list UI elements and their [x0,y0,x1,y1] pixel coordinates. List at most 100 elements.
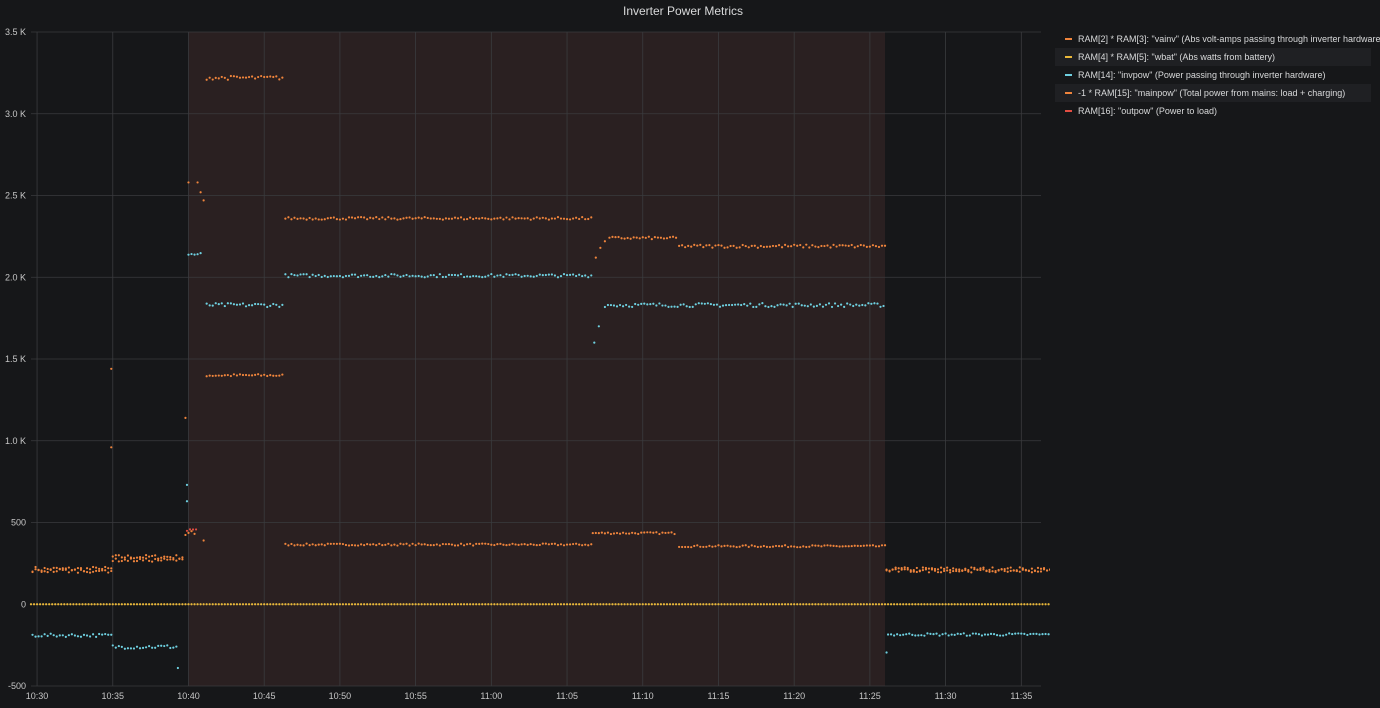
data-point [1011,603,1014,606]
data-point [762,245,765,249]
data-point [765,603,769,606]
data-point [841,603,844,606]
data-point [971,603,974,606]
data-point [805,243,808,246]
data-point [194,528,198,531]
data-point [796,546,799,549]
data-point [809,303,812,306]
data-point [820,244,823,248]
data-point [148,559,151,562]
data-point [481,603,484,606]
y-tick-label: 1.5 K [5,354,26,364]
data-point [82,633,86,636]
data-point [266,603,269,606]
data-point [702,603,705,606]
data-point [599,246,602,249]
data-point [104,632,107,636]
data-point [726,603,729,606]
data-point [1045,569,1049,572]
data-point [853,246,856,249]
data-point [818,303,822,306]
data-point [202,199,205,202]
data-point [453,603,457,606]
legend-item-vainv[interactable]: RAM[2] * RAM[3]: "vainv" (Abs volt-amps … [1055,30,1380,48]
data-point [714,244,717,247]
data-point [684,603,687,606]
data-point [55,635,58,638]
data-point [623,237,626,240]
data-point [903,566,906,569]
data-point [976,568,979,571]
data-point [1047,603,1050,606]
data-point [938,603,941,606]
data-point [34,568,37,571]
data-point [423,543,426,546]
legend-item-invpow[interactable]: RAM[14]: "invpow" (Power passing through… [1055,66,1371,84]
data-point [217,374,220,377]
data-point [794,302,797,305]
data-point [641,603,644,606]
data-point [196,181,199,184]
data-point [653,603,656,606]
data-point [484,542,487,545]
data-point [1008,603,1011,606]
data-point [1032,603,1035,606]
data-point [43,633,46,636]
data-point [706,302,709,305]
legend-item-mainpow[interactable]: -1 * RAM[15]: "mainpow" (Total power fro… [1055,84,1371,102]
data-point [211,603,214,606]
data-point [641,236,644,239]
data-point [226,78,229,81]
data-point [435,543,438,546]
data-point [235,603,239,606]
data-point [780,246,784,249]
data-point [615,305,619,308]
data-point [341,603,345,606]
data-point [123,647,126,650]
data-point [762,603,765,606]
data-point [423,276,426,279]
data-point [166,558,169,561]
data-point [885,651,888,654]
x-tick-label: 10:55 [404,691,427,701]
data-point [296,217,299,220]
data-point [438,217,441,220]
data-point [930,568,934,571]
data-point [656,236,660,239]
data-point [696,244,699,247]
data-point [363,216,366,219]
data-point [929,603,932,606]
data-point [163,557,166,560]
data-point [263,603,266,606]
data-point [335,275,338,278]
legend-item-outpow[interactable]: RAM[16]: "outpow" (Power to load) [1055,102,1371,120]
data-point [299,544,302,547]
x-tick-label: 11:25 [859,691,881,701]
data-point [414,544,417,547]
data-point [565,273,569,277]
data-point [658,532,661,536]
data-point [926,603,929,606]
chart-plot[interactable]: -500 0 500 1.0 K 1.5 K 2.0 K 2.5 K 3.0 K 3.5 K 1… [0,0,1050,708]
data-point [547,273,550,276]
data-point [817,544,820,547]
data-point [287,544,290,547]
data-point [1015,569,1018,573]
data-point [634,532,637,535]
series-points-3 [31,74,1050,574]
data-point [45,603,48,606]
data-point [840,303,843,306]
data-point [759,603,762,606]
data-point [58,634,61,637]
data-point [157,557,160,560]
data-point [744,603,747,606]
data-point [220,75,223,79]
data-point [144,603,148,606]
data-point [85,570,89,574]
legend-item-wbat[interactable]: RAM[4] * RAM[5]: "wbat" (Abs watts from … [1055,48,1371,66]
data-point [678,603,681,606]
data-point [46,634,49,637]
data-point [614,603,617,606]
data-point [628,305,631,308]
data-point [420,217,423,220]
